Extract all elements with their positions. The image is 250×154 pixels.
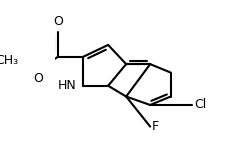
Text: Cl: Cl — [193, 98, 205, 111]
Text: O: O — [34, 72, 43, 85]
Text: O: O — [52, 15, 62, 28]
Text: HN: HN — [58, 79, 76, 92]
Text: F: F — [151, 120, 158, 133]
Text: CH₃: CH₃ — [0, 54, 18, 67]
